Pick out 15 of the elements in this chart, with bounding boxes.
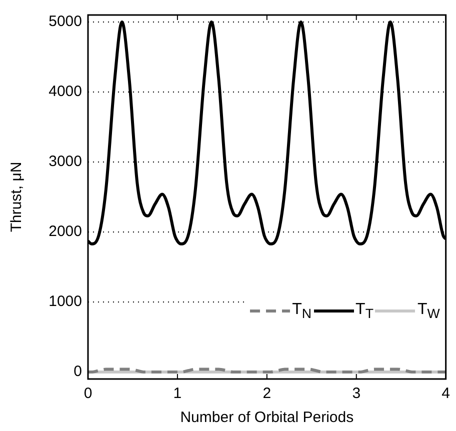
y-tick-label: 5000 bbox=[48, 13, 82, 30]
x-tick-label: 2 bbox=[262, 385, 272, 402]
y-tick-label: 2000 bbox=[48, 223, 82, 240]
x-axis-title: Number of Orbital Periods bbox=[180, 409, 354, 426]
x-tick-label: 4 bbox=[442, 385, 450, 402]
legend-label: T$_{N}$ bbox=[292, 300, 312, 322]
legend-label: T$_{W}$ bbox=[417, 300, 440, 322]
y-tick-label: 4000 bbox=[48, 83, 82, 100]
x-tick-label: 1 bbox=[173, 385, 182, 402]
y-tick-label: 3000 bbox=[48, 153, 82, 170]
y-axis-title: Thrust, μN bbox=[8, 162, 26, 232]
legend-label: T$_{T}$ bbox=[356, 300, 374, 322]
y-tick-label: 1000 bbox=[48, 293, 82, 310]
x-tick-label: 3 bbox=[352, 385, 361, 402]
y-tick-label: 0 bbox=[74, 363, 82, 380]
